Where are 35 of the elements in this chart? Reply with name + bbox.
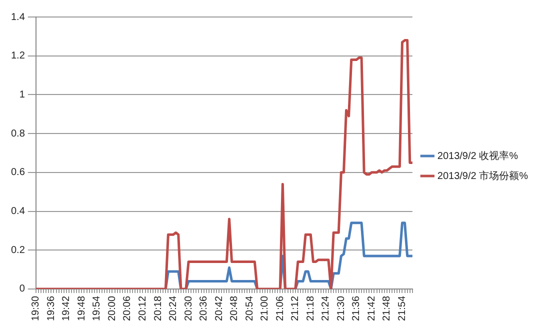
x-tick-label: 20:00 xyxy=(106,296,118,322)
x-tick-label: 21:54 xyxy=(396,296,408,322)
x-tick-label: 21:18 xyxy=(305,296,316,322)
x-tick-label: 21:00 xyxy=(260,296,271,322)
x-tick-label: 21:48 xyxy=(382,296,393,322)
x-tick-label: 21:24 xyxy=(320,296,332,322)
x-tick-label: 19:54 xyxy=(92,296,103,322)
x-tick-label: 20:24 xyxy=(168,296,180,322)
x-tick-label: 19:36 xyxy=(46,296,57,322)
x-tick-label: 21:06 xyxy=(274,296,286,322)
y-tick-label: 1.4 xyxy=(10,12,26,23)
x-tick-label: 21:36 xyxy=(351,296,362,322)
x-tick-label: 20:06 xyxy=(122,296,134,322)
y-tick-label: 0.8 xyxy=(10,128,26,140)
y-tick-label: 1.2 xyxy=(10,50,26,62)
x-tick-label: 20:18 xyxy=(152,296,164,322)
x-tick-label: 20:12 xyxy=(137,296,148,322)
x-tick-label: 19:30 xyxy=(30,296,42,322)
y-tick-label: 0 xyxy=(19,284,26,295)
x-tick-label: 19:42 xyxy=(61,296,72,322)
x-tick-label: 20:36 xyxy=(198,296,210,322)
y-tick-label: 0.2 xyxy=(10,244,26,256)
legend-label: 2013/9/2 市场份额% xyxy=(437,170,528,182)
x-tick-label: 21:12 xyxy=(290,296,302,322)
x-tick-label: 19:48 xyxy=(76,296,88,322)
x-tick-label: 20:30 xyxy=(183,296,194,322)
y-tick-label: 0.6 xyxy=(10,167,26,178)
x-tick-label: 20:54 xyxy=(244,296,256,322)
y-tick-label: 1 xyxy=(19,89,26,100)
x-tick-label: 21:30 xyxy=(336,296,347,322)
x-tick-label: 21:42 xyxy=(366,296,378,322)
y-tick-label: 0.4 xyxy=(10,206,26,218)
x-tick-label: 20:48 xyxy=(229,296,240,322)
legend-label: 2013/9/2 收视率% xyxy=(437,150,518,162)
x-tick-label: 20:42 xyxy=(214,296,225,322)
